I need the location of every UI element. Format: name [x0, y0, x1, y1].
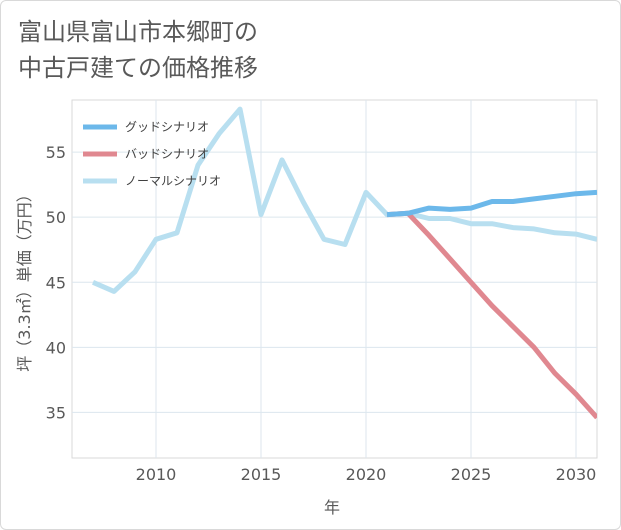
legend-label-2: ノーマルシナリオ — [125, 174, 221, 188]
x-tick-label: 2020 — [346, 465, 387, 484]
y-axis-label: 坪（3.3㎡）単価（万円） — [15, 186, 34, 371]
x-tick-label: 2030 — [556, 465, 597, 484]
y-tick-label: 55 — [46, 143, 66, 162]
series-line-0 — [386, 189, 597, 218]
y-tick-label: 35 — [46, 403, 66, 422]
chart-title-line2: 中古戸建ての価格推移 — [18, 54, 258, 82]
y-tick-labels: 35 40 45 50 55 — [46, 143, 66, 422]
y-gridlines — [72, 151, 597, 413]
series-line-1 — [386, 210, 597, 420]
y-tick-label: 50 — [46, 208, 66, 227]
x-tick-label: 2010 — [136, 465, 177, 484]
series-line-2 — [92, 106, 597, 294]
chart-title: 富山県富山市本郷町の 中古戸建ての価格推移 — [18, 14, 258, 86]
legend-label-1: バッドシナリオ — [125, 147, 209, 161]
series-layer — [92, 106, 597, 420]
x-tick-label: 2025 — [451, 465, 492, 484]
plot-area — [71, 99, 598, 459]
x-tick-labels: 2010 2015 2020 2025 2030 — [136, 465, 597, 484]
legend-label-0: グッドシナリオ — [125, 120, 209, 134]
y-tick-label: 40 — [46, 338, 66, 357]
y-tick-label: 45 — [46, 273, 66, 292]
x-axis-label: 年 — [324, 498, 340, 517]
x-tick-label: 2015 — [241, 465, 282, 484]
chart-title-line1: 富山県富山市本郷町の — [18, 18, 258, 46]
